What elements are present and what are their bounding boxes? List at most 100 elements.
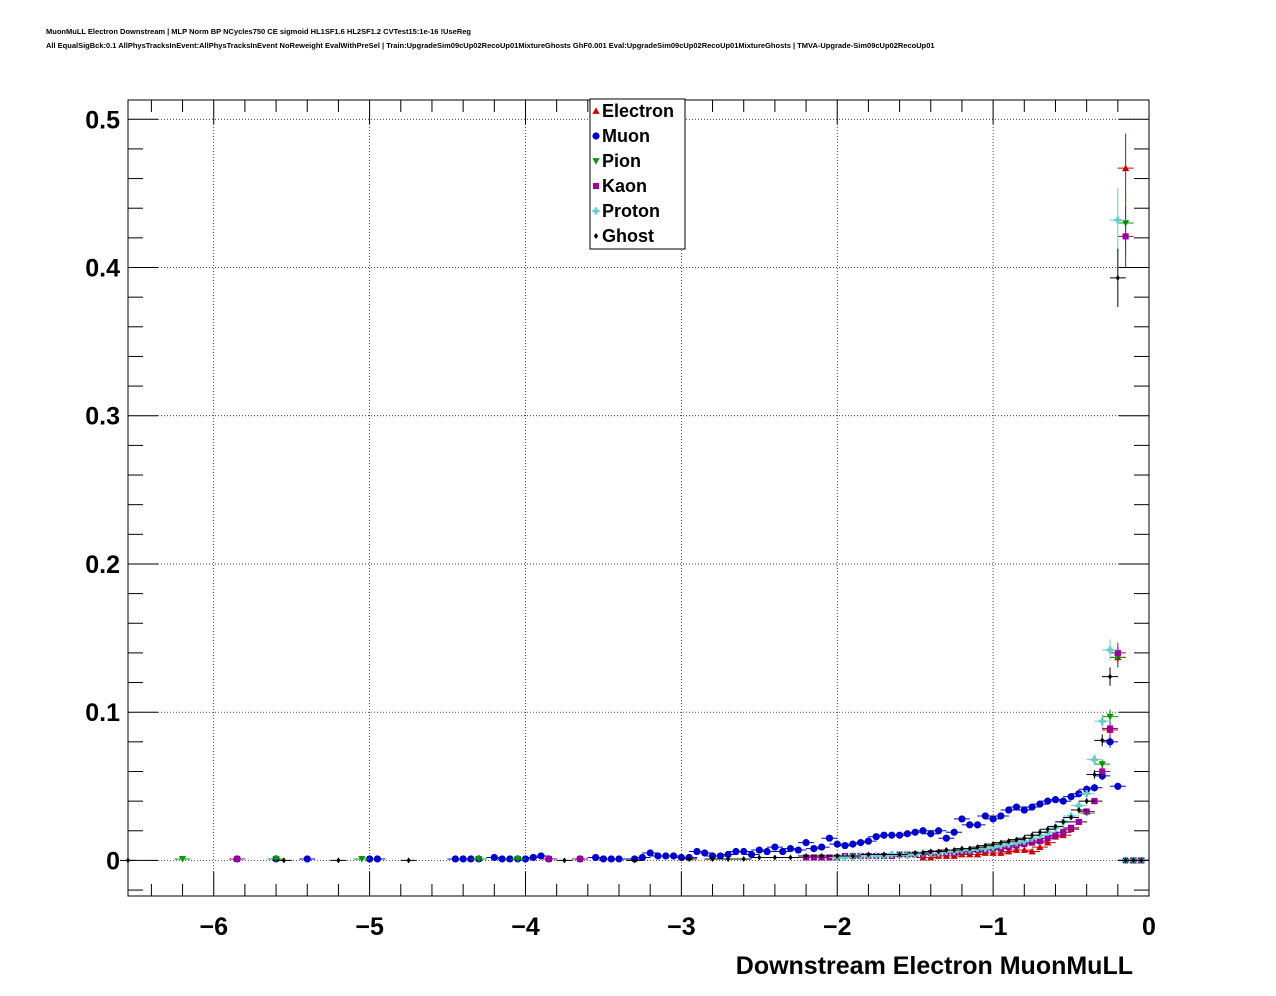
data-point-ghost bbox=[1061, 818, 1066, 825]
data-point-muon bbox=[942, 834, 950, 842]
data-point-ghost bbox=[726, 855, 731, 862]
data-point-muon bbox=[872, 833, 880, 841]
data-point-muon bbox=[919, 827, 927, 835]
data-point-ghost bbox=[741, 855, 746, 862]
data-point-pion bbox=[1106, 713, 1114, 721]
data-point-kaon bbox=[1075, 818, 1082, 825]
data-point-pion bbox=[475, 856, 483, 863]
data-point-muon bbox=[755, 846, 763, 854]
data-point-muon bbox=[537, 852, 545, 860]
data-point-muon bbox=[615, 855, 623, 863]
data-point-kaon bbox=[1036, 838, 1043, 845]
data-point-ghost bbox=[803, 852, 809, 859]
data-point-muon bbox=[779, 847, 787, 856]
x-tick-label: 0 bbox=[1142, 913, 1156, 941]
data-point-ghost bbox=[632, 857, 637, 864]
data-point-muon bbox=[989, 815, 997, 823]
data-point-electron bbox=[1005, 847, 1013, 855]
data-point-muon bbox=[958, 815, 966, 823]
data-point-muon bbox=[1005, 806, 1013, 814]
data-point-kaon bbox=[1106, 725, 1114, 732]
data-point-ghost bbox=[881, 851, 887, 858]
data-point-muon bbox=[1067, 793, 1075, 801]
data-point-muon bbox=[669, 852, 678, 860]
data-point-muon bbox=[810, 844, 818, 853]
x-tick-label: −2 bbox=[823, 913, 852, 941]
legend-label: Ghost bbox=[602, 226, 654, 246]
data-point-ghost bbox=[866, 851, 871, 858]
data-point-kaon bbox=[1099, 768, 1106, 775]
legend-entry: Ghost bbox=[593, 226, 654, 246]
data-point-ghost bbox=[850, 852, 855, 859]
data-point-kaon bbox=[545, 855, 552, 863]
data-point-muon bbox=[903, 830, 911, 838]
data-point-muon bbox=[1106, 738, 1114, 746]
series-pion bbox=[174, 191, 1150, 865]
data-point-kaon bbox=[1060, 829, 1067, 836]
data-point-ghost bbox=[1006, 838, 1011, 845]
data-point-muon bbox=[740, 847, 748, 856]
series-ghost bbox=[120, 248, 1150, 864]
data-point-proton bbox=[1106, 646, 1114, 654]
y-tick-label: 0.5 bbox=[85, 106, 120, 134]
data-point-proton bbox=[1075, 801, 1083, 810]
data-point-kaon bbox=[1122, 233, 1129, 240]
data-point-pion bbox=[514, 856, 522, 863]
legend-entry: Pion bbox=[592, 151, 641, 171]
data-point-muon bbox=[950, 828, 958, 836]
y-tick-label: 0.4 bbox=[85, 255, 120, 283]
data-point-muon bbox=[638, 853, 646, 862]
data-point-muon bbox=[927, 830, 935, 838]
legend-entry: Electron bbox=[592, 101, 674, 121]
data-point-ghost bbox=[1107, 673, 1113, 680]
data-point-muon bbox=[911, 828, 919, 836]
data-point-muon bbox=[1012, 803, 1021, 811]
data-point-ghost bbox=[687, 855, 692, 862]
x-tick-label: −1 bbox=[979, 913, 1008, 941]
data-point-kaon bbox=[1052, 832, 1059, 839]
data-point-muon bbox=[646, 849, 654, 857]
data-point-electron bbox=[1122, 164, 1130, 172]
data-point-muon bbox=[973, 821, 982, 829]
legend-marker bbox=[592, 182, 600, 190]
data-point-muon bbox=[794, 846, 802, 854]
x-axis-title: Downstream Electron MuonMuLL bbox=[736, 952, 1133, 980]
legend-marker bbox=[592, 107, 600, 114]
data-point-muon bbox=[825, 834, 834, 842]
legend-marker bbox=[592, 207, 600, 215]
y-tick-label: 0.1 bbox=[85, 699, 120, 727]
legend-label: Proton bbox=[602, 201, 660, 221]
data-point-kaon bbox=[1083, 808, 1090, 815]
data-point-electron bbox=[1044, 839, 1052, 846]
data-point-muon bbox=[724, 850, 732, 859]
data-point-ghost bbox=[1076, 807, 1081, 814]
data-point-muon bbox=[1059, 797, 1067, 805]
data-point-ghost bbox=[1022, 835, 1027, 842]
legend-marker bbox=[592, 132, 600, 140]
data-point-kaon bbox=[576, 855, 584, 863]
data-point-muon bbox=[490, 853, 498, 862]
data-point-ghost bbox=[819, 852, 824, 859]
data-point-ghost bbox=[897, 851, 902, 858]
data-point-ghost bbox=[1037, 829, 1042, 836]
data-point-ghost bbox=[1053, 823, 1058, 830]
data-point-ghost bbox=[772, 854, 777, 861]
data-point-muon bbox=[818, 843, 826, 851]
data-point-ghost bbox=[1068, 814, 1074, 821]
data-point-muon bbox=[1051, 796, 1060, 804]
data-point-ghost bbox=[1100, 737, 1105, 744]
data-point-kaon bbox=[234, 855, 241, 863]
y-tick-label: 0.2 bbox=[85, 551, 120, 579]
tick-labels: −6 −5 −4 −3 −2 −1 0 0 0.1 0.2 0.3 0.4 0.5 bbox=[85, 106, 1156, 941]
data-point-muon bbox=[747, 850, 756, 859]
data-point-kaon bbox=[1029, 839, 1036, 846]
data-point-muon bbox=[857, 839, 865, 847]
data-point-muon bbox=[802, 839, 810, 847]
data-point-ghost bbox=[336, 857, 341, 864]
data-point-muon bbox=[997, 812, 1005, 820]
data-point-ghost bbox=[1029, 832, 1035, 839]
data-point-ghost bbox=[998, 839, 1004, 846]
data-point-ghost bbox=[835, 852, 840, 859]
data-point-muon bbox=[1020, 806, 1028, 814]
